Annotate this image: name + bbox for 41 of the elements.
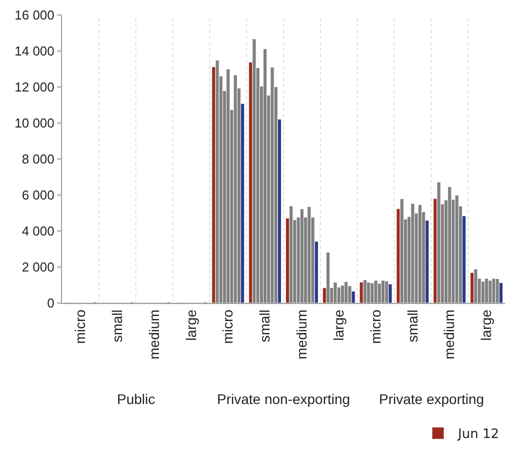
bar xyxy=(326,252,330,303)
x-tick-label: small xyxy=(108,310,125,342)
x-tick-label: small xyxy=(256,310,273,342)
y-tick-label: 16 000 xyxy=(14,8,54,23)
legend-label: Jun 12 xyxy=(457,427,499,442)
bar xyxy=(374,280,378,303)
bar xyxy=(436,182,441,303)
bar xyxy=(388,284,392,303)
x-tick-label: large xyxy=(478,309,494,341)
x-tick-label: micro xyxy=(367,309,384,344)
y-tick-label: 2 000 xyxy=(22,260,54,275)
x-tick-label: medium xyxy=(146,310,162,360)
y-tick-label: 0 xyxy=(47,296,54,311)
bar xyxy=(495,278,500,303)
x-tick-label: large xyxy=(330,309,346,341)
x-tick-label: medium xyxy=(294,310,310,360)
bar xyxy=(400,198,404,303)
y-tick-label: 8 000 xyxy=(22,152,54,167)
bar xyxy=(333,282,338,303)
bar xyxy=(215,60,220,303)
bar xyxy=(384,280,389,303)
y-tick-label: 10 000 xyxy=(14,116,54,131)
bar xyxy=(348,286,352,303)
bar xyxy=(454,194,459,303)
bar xyxy=(226,68,230,303)
text: Public xyxy=(117,391,156,407)
x-tick-label: small xyxy=(404,310,420,342)
y-tick-label: 14 000 xyxy=(14,44,54,59)
text: Private exporting xyxy=(379,391,484,407)
y-tick-label: 6 000 xyxy=(22,188,54,203)
bar xyxy=(233,74,238,303)
y-tick-label: 12 000 xyxy=(14,80,54,95)
x-tick-label: micro xyxy=(220,309,236,344)
bar xyxy=(498,282,504,303)
bar xyxy=(474,268,478,303)
text: Private non-exporting xyxy=(217,391,350,407)
x-tick-label: large xyxy=(182,309,199,341)
bar xyxy=(359,282,364,303)
y-tick-label: 4 000 xyxy=(22,224,54,239)
x-tick-label: micro xyxy=(72,309,88,344)
x-tick-label: medium xyxy=(441,310,458,360)
